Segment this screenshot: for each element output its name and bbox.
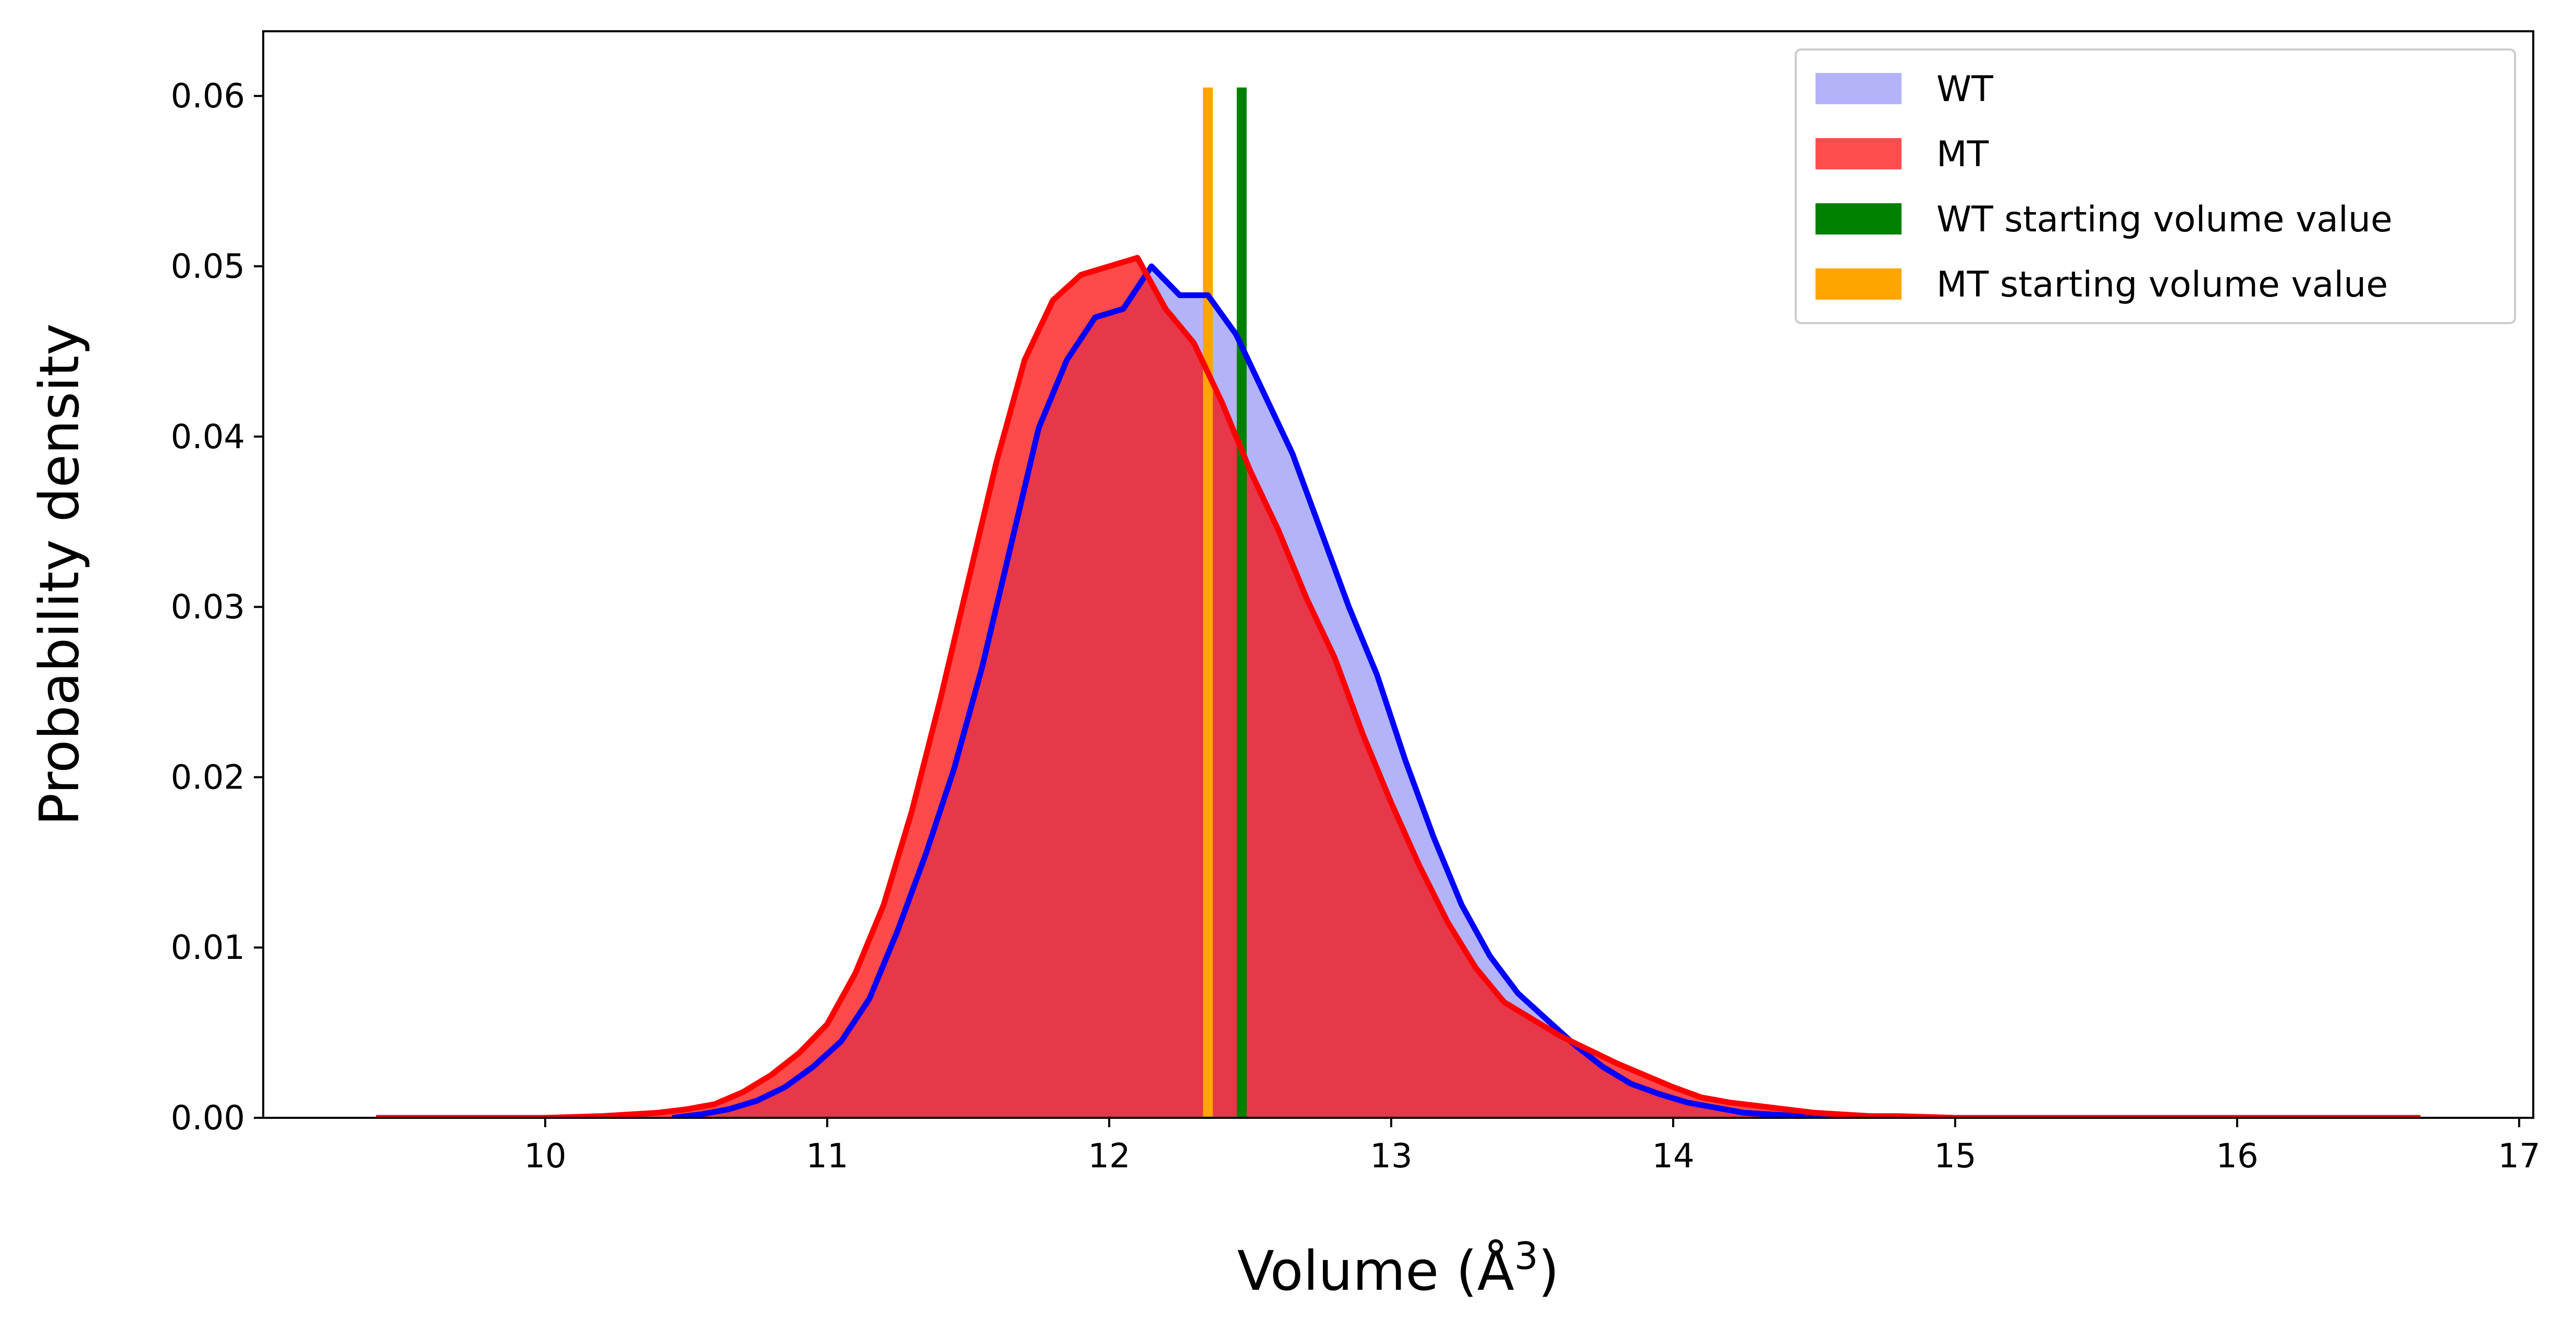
y-tick-label: 0.00 [171, 1099, 246, 1138]
axes: 10 11 12 13 14 15 16 17 0.00 0.01 0.02 0.03 0.04 0.05… [28, 30, 2541, 1303]
legend-label: WT starting volume value [1936, 199, 2393, 240]
x-tick-label: 12 [1088, 1137, 1130, 1176]
legend-label: MT [1936, 134, 1989, 175]
plot-clip-group [376, 87, 2421, 1118]
legend-label: WT [1936, 69, 1993, 110]
x-tick-label: 13 [1370, 1137, 1412, 1176]
x-axis-label: Volume (Å3) [1237, 1234, 1560, 1303]
x-tick-label: 10 [524, 1137, 566, 1176]
x-tick-label: 15 [1934, 1137, 1976, 1176]
y-axis-label: Probability density [28, 323, 91, 825]
y-tick-label: 0.02 [171, 758, 246, 797]
legend-label: MT starting volume value [1936, 264, 2388, 305]
legend: WT MT WT starting volume value MT starting … [1795, 48, 2516, 324]
mt-density-line [376, 255, 2421, 1118]
legend-box [1795, 48, 2516, 324]
x-tick-label: 14 [1652, 1137, 1694, 1176]
y-tick-label: 0.04 [171, 418, 246, 457]
legend-swatch [1816, 203, 1902, 235]
y-tick-label: 0.06 [171, 77, 246, 116]
legend-swatch [1816, 268, 1902, 300]
x-axis-label-close: ) [1538, 1239, 1560, 1303]
legend-swatch [1816, 73, 1902, 104]
x-tick-label: 16 [2216, 1137, 2258, 1176]
x-axis-label-superscript: 3 [1514, 1234, 1538, 1278]
x-axis-label-main: Volume (Å [1237, 1239, 1515, 1303]
y-tick-label: 0.05 [171, 248, 246, 286]
legend-swatch [1816, 138, 1902, 169]
y-tick-label: 0.01 [171, 929, 246, 967]
axes-frame [262, 30, 2534, 1119]
x-tick-label: 11 [806, 1137, 848, 1176]
plot-area [376, 87, 2421, 1118]
y-tick-label: 0.03 [171, 588, 246, 627]
x-tick-label: 17 [2498, 1137, 2540, 1176]
wt-density-line [671, 263, 1857, 1118]
